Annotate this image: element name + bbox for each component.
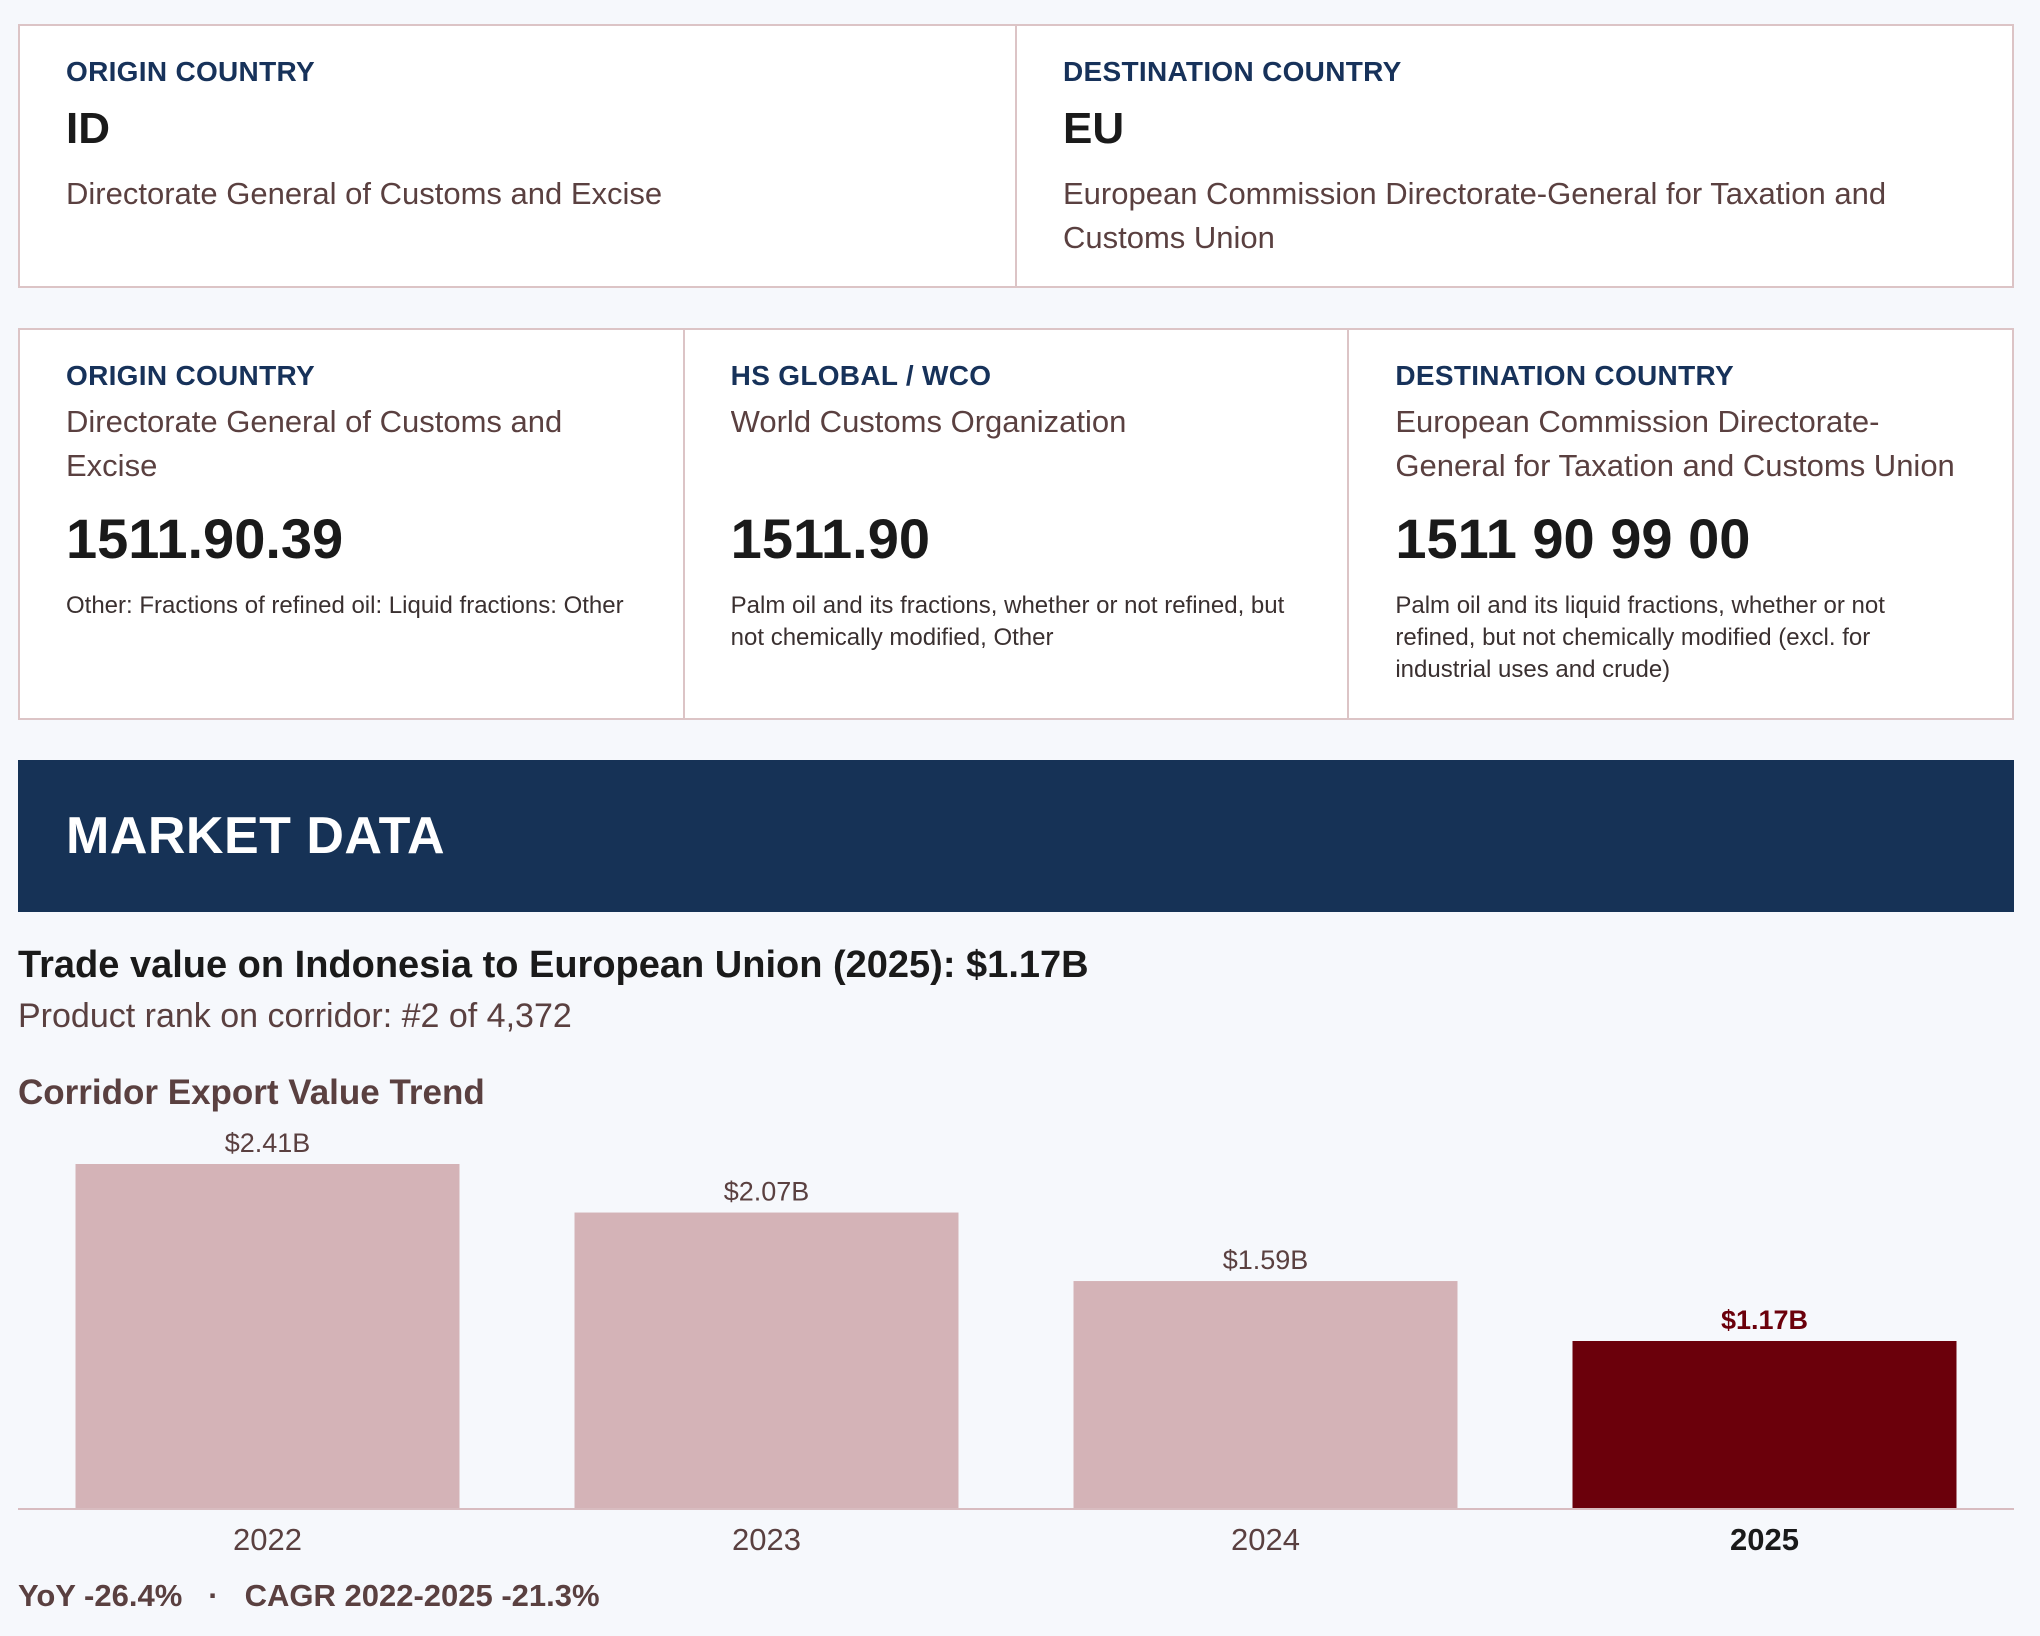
bar-value-label: $1.59B <box>1223 1245 1309 1275</box>
classification-panel: ORIGIN COUNTRY Directorate General of Cu… <box>18 328 2014 720</box>
x-tick-label: 2023 <box>732 1522 801 1557</box>
global-classification-label: HS GLOBAL / WCO <box>730 360 992 391</box>
origin-classification-authority: Directorate General of Customs and Excis… <box>66 404 563 483</box>
destination-country-code: EU <box>1063 104 1125 153</box>
global-classification-card: HS GLOBAL / WCO World Customs Organizati… <box>682 330 1348 718</box>
origin-classification-label: ORIGIN COUNTRY <box>66 360 315 391</box>
origin-country-label: ORIGIN COUNTRY <box>66 56 315 87</box>
export-trend-chart: $2.41B 2022 $2.07B 2023 $1.59B 2024 $1.17B 2025 <box>18 1116 2014 1586</box>
destination-classification-card: DESTINATION COUNTRY European Commission … <box>1347 330 2012 718</box>
bar-2022 <box>75 1164 460 1508</box>
bar-value-label: $2.41B <box>225 1128 311 1158</box>
market-data-title: MARKET DATA <box>66 807 446 865</box>
bar-value-label: $2.07B <box>724 1177 810 1207</box>
destination-classification-authority: European Commission Directorate-General … <box>1395 404 1955 483</box>
x-tick-label: 2024 <box>1231 1522 1300 1557</box>
trend-stats: YoY -26.4% · CAGR 2022-2025 -21.3% <box>18 1576 600 1616</box>
chart-title: Corridor Export Value Trend <box>18 1073 485 1112</box>
origin-authority: Directorate General of Customs and Excis… <box>66 176 663 211</box>
bar-value-label: $1.17B <box>1721 1305 1808 1335</box>
corridor-destination-card: DESTINATION COUNTRY EU European Commissi… <box>1015 26 2012 286</box>
global-hs-code: 1511.90 <box>730 507 931 570</box>
stats-separator: · <box>208 1578 219 1613</box>
x-tick-label: 2022 <box>233 1522 302 1557</box>
bar-2024 <box>1073 1281 1458 1508</box>
origin-country-code: ID <box>66 104 110 153</box>
global-hs-description: Palm oil and its fractions, whether or n… <box>730 592 1285 651</box>
destination-country-label: DESTINATION COUNTRY <box>1063 56 1402 87</box>
origin-classification-card: ORIGIN COUNTRY Directorate General of Cu… <box>20 330 683 718</box>
origin-tariff-code: 1511.90.39 <box>66 507 344 570</box>
x-tick-label: 2025 <box>1730 1522 1799 1557</box>
destination-tariff-description: Palm oil and its liquid fractions, wheth… <box>1395 592 1885 683</box>
destination-tariff-code: 1511 90 99 00 <box>1395 507 1751 570</box>
origin-tariff-description: Other: Fractions of refined oil: Liquid … <box>66 592 624 619</box>
bar-2025 <box>1572 1340 1957 1508</box>
destination-authority: European Commission Directorate-General … <box>1063 176 1887 255</box>
product-rank: Product rank on corridor: #2 of 4,372 <box>18 997 572 1035</box>
market-data-banner: MARKET DATA <box>18 760 2014 912</box>
trade-value-heading: Trade value on Indonesia to European Uni… <box>18 944 1089 986</box>
bar-2023 <box>574 1212 959 1508</box>
destination-classification-label: DESTINATION COUNTRY <box>1395 360 1734 391</box>
corridor-panel: ORIGIN COUNTRY ID Directorate General of… <box>18 24 2014 288</box>
export-trend-chart-svg: $2.41B 2022 $2.07B 2023 $1.59B 2024 $1.17B 2025 <box>18 1128 2014 1557</box>
yoy-stat: YoY -26.4% <box>18 1578 183 1613</box>
global-classification-authority: World Customs Organization <box>730 404 1127 439</box>
cagr-stat: CAGR 2022-2025 -21.3% <box>244 1578 600 1613</box>
page: ORIGIN COUNTRY ID Directorate General of… <box>18 24 2014 1586</box>
corridor-origin-card: ORIGIN COUNTRY ID Directorate General of… <box>20 26 1015 286</box>
